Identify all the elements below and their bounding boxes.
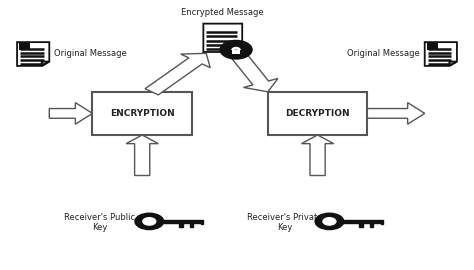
Polygon shape (425, 42, 457, 66)
Polygon shape (229, 51, 278, 92)
Circle shape (315, 213, 344, 230)
Polygon shape (367, 103, 425, 124)
Polygon shape (301, 135, 334, 176)
Text: DECRYPTION: DECRYPTION (285, 109, 350, 118)
Polygon shape (201, 220, 203, 224)
Polygon shape (203, 23, 242, 52)
FancyBboxPatch shape (92, 92, 192, 135)
Text: Original Message: Original Message (347, 49, 420, 59)
Polygon shape (449, 62, 457, 66)
Polygon shape (19, 43, 30, 50)
FancyBboxPatch shape (268, 92, 367, 135)
Polygon shape (427, 43, 438, 50)
Polygon shape (190, 223, 193, 227)
Circle shape (220, 41, 252, 59)
Polygon shape (17, 42, 49, 66)
FancyBboxPatch shape (232, 50, 240, 54)
Circle shape (143, 218, 156, 225)
Polygon shape (49, 103, 92, 124)
Polygon shape (179, 223, 183, 227)
Polygon shape (381, 220, 383, 224)
Polygon shape (359, 223, 363, 227)
Polygon shape (162, 220, 201, 223)
Text: Original Message: Original Message (54, 49, 127, 59)
Text: Receiver's Private
Key: Receiver's Private Key (246, 213, 322, 232)
Polygon shape (370, 223, 374, 227)
Polygon shape (126, 135, 158, 176)
Polygon shape (42, 62, 49, 66)
Circle shape (323, 218, 336, 225)
Polygon shape (145, 53, 210, 95)
Polygon shape (235, 48, 242, 52)
Text: Receiver's Public
Key: Receiver's Public Key (64, 213, 135, 232)
Text: Encrypted Message: Encrypted Message (182, 8, 264, 17)
Polygon shape (342, 220, 381, 223)
Circle shape (135, 213, 164, 230)
Text: ENCRYPTION: ENCRYPTION (110, 109, 174, 118)
